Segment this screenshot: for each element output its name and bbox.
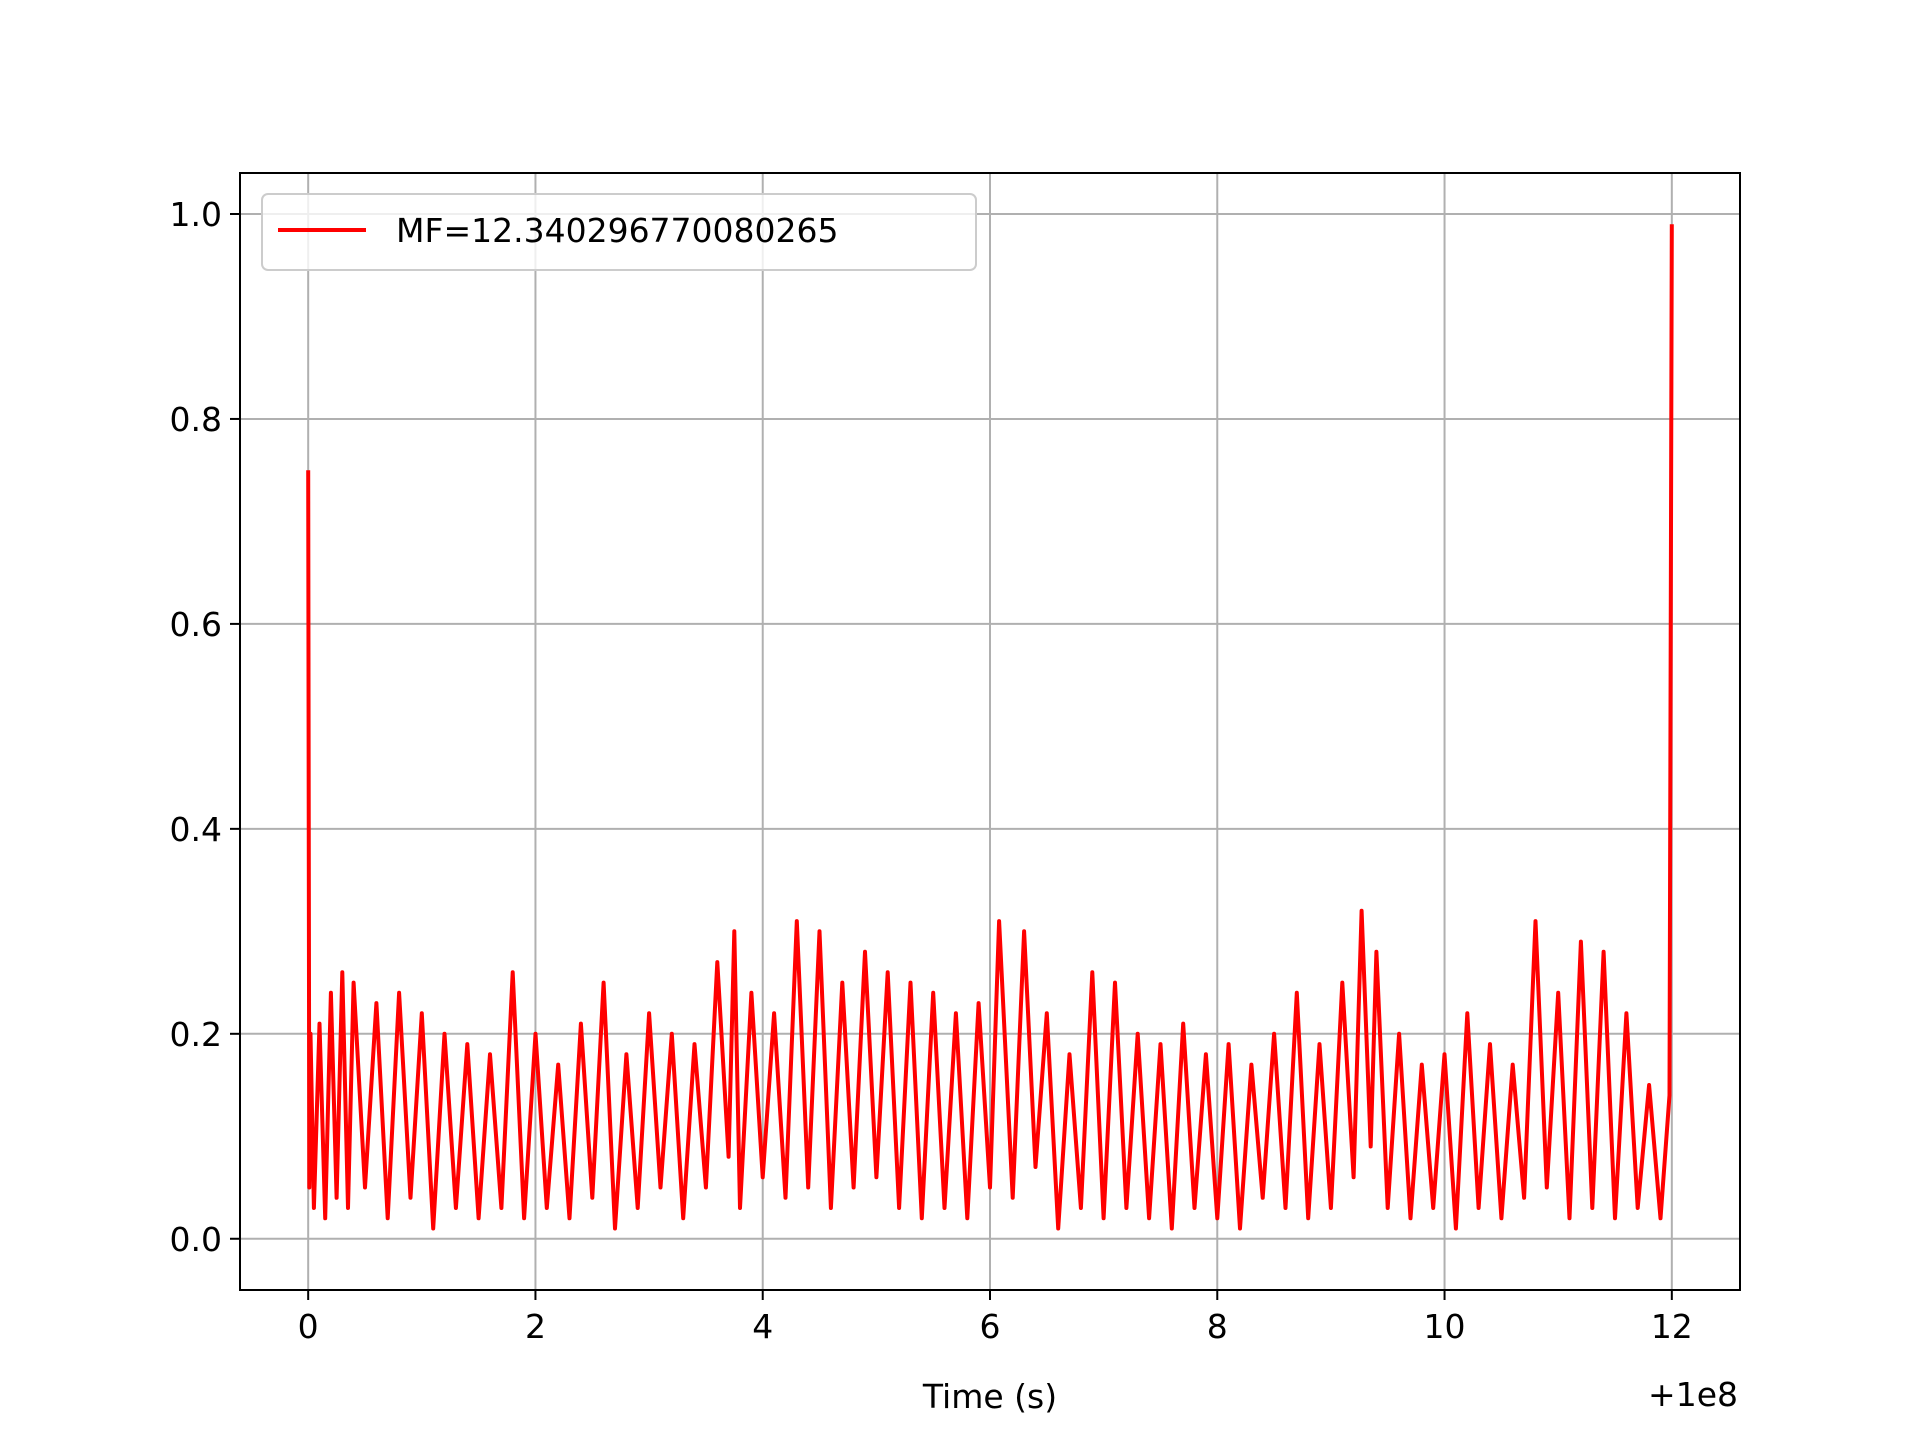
x-tick-label: 2 bbox=[525, 1307, 546, 1346]
x-tick-label: 8 bbox=[1207, 1307, 1228, 1346]
x-tick-label: 4 bbox=[752, 1307, 773, 1346]
x-axis-label: Time (s) bbox=[922, 1377, 1057, 1416]
y-tick-label: 0.6 bbox=[170, 605, 222, 644]
y-tick-label: 0.2 bbox=[170, 1015, 222, 1054]
x-tick-label: 0 bbox=[298, 1307, 319, 1346]
y-axis: 0.0 0.2 0.4 0.6 0.8 1.0 bbox=[170, 195, 240, 1259]
y-tick-label: 0.8 bbox=[170, 400, 222, 439]
legend-box bbox=[261, 193, 977, 271]
legend-entry-label: MF=12.340296770080265 bbox=[396, 211, 839, 250]
series-line bbox=[306, 224, 1674, 1231]
y-tick-label: 1.0 bbox=[170, 195, 222, 234]
y-tick-label: 0.4 bbox=[170, 810, 222, 849]
legend: MF=12.340296770080265 bbox=[261, 193, 977, 271]
y-tick-label: 0.0 bbox=[170, 1220, 222, 1259]
series-layer bbox=[306, 224, 1674, 1231]
x-tick-label: 10 bbox=[1424, 1307, 1466, 1346]
x-offset-label: +1e8 bbox=[1648, 1375, 1738, 1414]
x-tick-label: 12 bbox=[1651, 1307, 1693, 1346]
x-tick-label: 6 bbox=[980, 1307, 1001, 1346]
x-axis: 0 2 4 6 8 10 12 bbox=[298, 1290, 1693, 1346]
